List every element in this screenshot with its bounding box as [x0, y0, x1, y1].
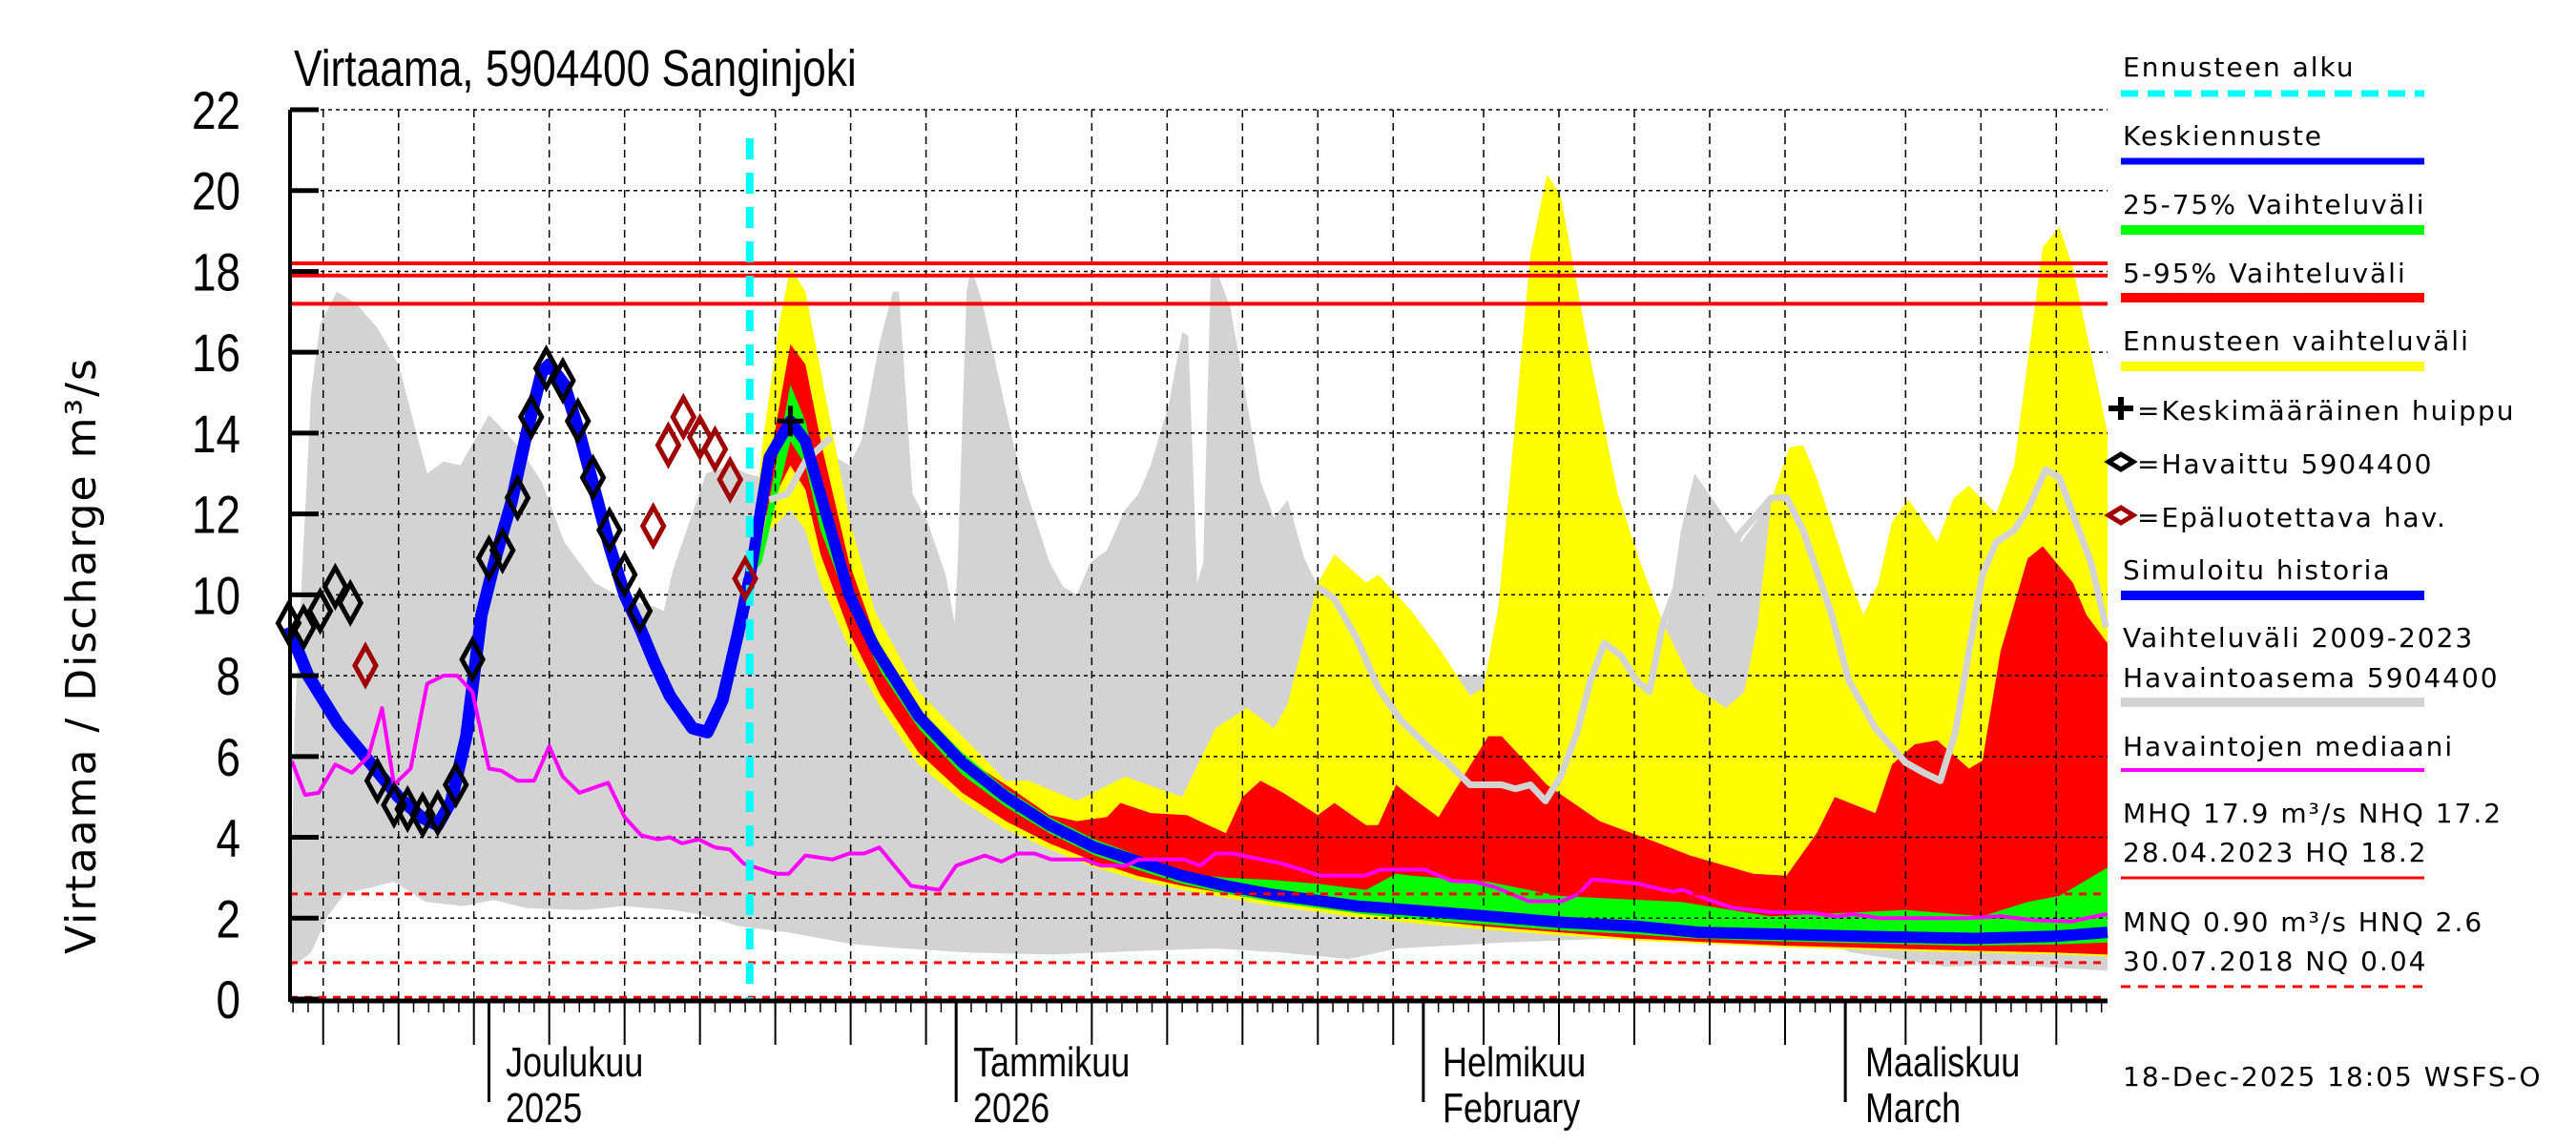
- year-label-2025: 2025: [506, 1085, 582, 1132]
- observed-point: [579, 453, 607, 502]
- legend-p25-75-label: 25-75% Vaihteluväli: [2123, 189, 2426, 220]
- observed-point: [409, 791, 436, 840]
- unreliable-observed-point: [717, 455, 744, 504]
- observed-point: [564, 397, 592, 446]
- y-tick-label: 8: [216, 647, 240, 706]
- unreliable-observed-point: [670, 392, 697, 442]
- y-tick-label: 4: [216, 808, 240, 867]
- legend-mnq-line-1: MNQ 0.90 m³/s HNQ 2.6: [2123, 906, 2483, 938]
- y-axis-label: Virtaama / Discharge m³/s: [57, 357, 106, 954]
- legend-mean-peak-label: =Keskimääräinen huippu: [2137, 395, 2515, 427]
- observation-median-line: [289, 674, 2109, 924]
- legend-history-range-label-1: Vaihteluväli 2009-2023: [2123, 622, 2474, 654]
- plus-icon: [2109, 397, 2133, 420]
- observed-point: [626, 587, 654, 635]
- unreliable-observed-point: [701, 425, 729, 474]
- observed-point: [424, 788, 451, 838]
- y-tick-label: 10: [192, 566, 240, 625]
- y-tick-label: 18: [192, 242, 240, 302]
- observed-point: [381, 781, 407, 829]
- legend-mhq-line-1: MHQ 17.9 m³/s NHQ 17.2: [2123, 798, 2503, 829]
- unreliable-observed-point: [732, 554, 758, 603]
- observed-point: [517, 392, 545, 442]
- y-tick-label: 16: [192, 323, 240, 383]
- legend-obs-median-label: Havaintojen mediaani: [2123, 731, 2454, 762]
- mean-peak-marker: [777, 406, 804, 437]
- month-label-january: Tammikuu: [973, 1039, 1130, 1086]
- observed-point: [550, 356, 576, 406]
- legend-unreliable-label: =Epäluotettava hav.: [2137, 502, 2447, 533]
- legend-forecast-start-label: Ennusteen alku: [2123, 52, 2356, 83]
- y-tick-label: 12: [192, 485, 240, 544]
- legend-observed-label: =Havaittu 5904400: [2137, 448, 2434, 480]
- month-label-february-fi: Helmikuu: [1443, 1039, 1586, 1086]
- legend-p5-95-label: 5-95% Vaihteluväli: [2123, 258, 2407, 289]
- previous-year-line: [768, 434, 834, 504]
- markers-group: [275, 344, 804, 840]
- year-label-2026: 2026: [973, 1085, 1049, 1132]
- forecast-range-band: [749, 174, 2108, 957]
- y-tick-label: 22: [192, 81, 240, 140]
- legend-history-range-label-2: Havaintoasema 5904400: [2123, 662, 2500, 694]
- month-label-march-en: March: [1865, 1085, 1961, 1132]
- median-forecast-line: [743, 415, 2109, 945]
- diamond-unreliable-icon: [2104, 505, 2138, 526]
- axes-group: 0 2 4 6 8 10 12 14 16 18 20 22: [192, 81, 2108, 1102]
- previous-year-line: [1316, 466, 2109, 804]
- legend-median-label: Keskiennuste: [2123, 120, 2323, 152]
- simulated-history-line: [282, 358, 757, 832]
- y-tick-label: 20: [192, 161, 240, 220]
- month-label-february-en: February: [1443, 1085, 1581, 1132]
- month-labels: Joulukuu 2025 Tammikuu 2026 Helmikuu Feb…: [506, 1039, 2020, 1132]
- observed-point: [459, 635, 486, 684]
- observed-point: [442, 760, 469, 809]
- observed-point: [475, 534, 503, 583]
- timestamp-footer: 18-Dec-2025 18:05 WSFS-O: [2123, 1061, 2543, 1093]
- legend-mhq-line-2: 28.04.2023 HQ 18.2: [2123, 837, 2428, 868]
- observed-point: [290, 603, 318, 652]
- legend: Ennusteen alku Keskiennuste 25-75% Vaiht…: [2104, 52, 2515, 989]
- legend-forecast-range-label: Ennusteen vaihteluväli: [2123, 325, 2470, 357]
- month-label-march-fi: Maaliskuu: [1865, 1039, 2020, 1086]
- observed-point: [596, 506, 623, 554]
- unreliable-observed-point: [654, 421, 682, 469]
- observed-point: [275, 598, 302, 648]
- y-tick-label: 0: [216, 970, 240, 1030]
- observed-point: [611, 550, 638, 599]
- legend-simulated-label: Simuloitu historia: [2123, 554, 2392, 586]
- y-tick-label: 2: [216, 889, 240, 948]
- observed-point: [306, 587, 334, 635]
- legend-mnq-line-2: 30.07.2018 NQ 0.04: [2123, 946, 2427, 977]
- chart-title: Virtaama, 5904400 Sanginjoki: [294, 40, 857, 97]
- unreliable-observed-point: [352, 641, 379, 690]
- observed-point: [504, 473, 531, 522]
- observed-point: [337, 578, 364, 628]
- y-tick-label: 14: [192, 405, 240, 464]
- observed-point: [488, 526, 516, 574]
- series-lines-group: [282, 358, 2109, 945]
- observed-point: [322, 562, 349, 612]
- unreliable-observed-point: [639, 502, 667, 551]
- y-tick-label: 6: [216, 728, 240, 787]
- month-label-december: Joulukuu: [506, 1039, 643, 1086]
- diamond-icon: [2104, 451, 2138, 472]
- observed-point: [364, 757, 391, 805]
